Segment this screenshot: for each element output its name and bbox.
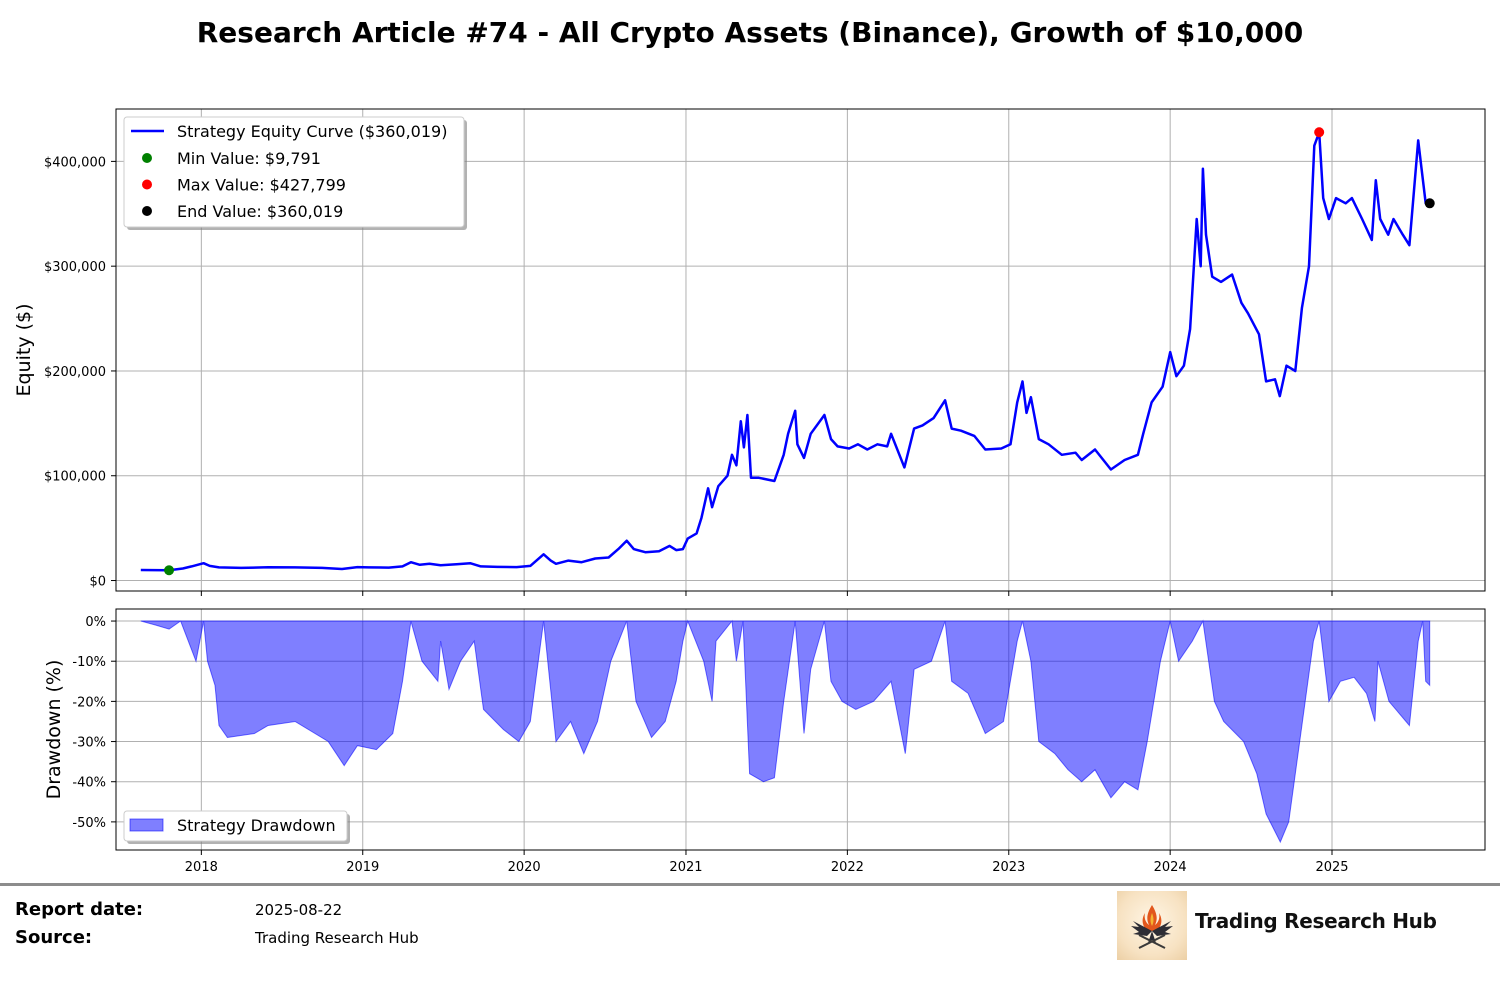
x-tick-label: 2021 <box>669 860 702 875</box>
y-tick-label: $0 <box>89 575 106 590</box>
x-tick-label: 2025 <box>1315 860 1348 875</box>
legend-marker-label: Max Value: $427,799 <box>177 176 346 195</box>
y-tick-label: $400,000 <box>44 155 106 170</box>
marker-point <box>1314 127 1325 138</box>
marker-point <box>1424 198 1435 209</box>
x-tick-label: 2024 <box>1154 860 1187 875</box>
legend-drawdown-label: Strategy Drawdown <box>177 816 336 835</box>
report-date-label: Report date: <box>15 899 144 920</box>
y-tick-label: -10% <box>72 655 106 670</box>
drawdown-area <box>140 619 1431 844</box>
x-tick-label: 2023 <box>992 860 1025 875</box>
y-tick-label: 0% <box>85 615 106 630</box>
report-date-value: 2025-08-22 <box>255 901 343 919</box>
equity-legend: Strategy Equity Curve ($360,019) Min Valu… <box>123 116 467 230</box>
y-axis-label: Equity ($) <box>13 303 35 396</box>
y-axis-label: Drawdown (%) <box>43 660 65 800</box>
x-tick-label: 2019 <box>346 860 379 875</box>
legend-box <box>123 810 348 842</box>
x-tick-label: 2022 <box>831 860 864 875</box>
equity-panel: $0 $100,000 $200,000 $300,000 $400,000 Equity… <box>13 108 1486 596</box>
y-tick-label: -40% <box>72 776 106 791</box>
legend-box <box>123 116 465 228</box>
legend-marker-swatch <box>142 206 152 216</box>
legend-marker-label: Min Value: $9,791 <box>177 149 321 168</box>
source-label: Source: <box>15 927 93 948</box>
drawdown-panel: 2018 2019 2020 2021 2022 2023 2024 2025 0% -10% -2… <box>43 608 1486 875</box>
y-tick-label: $200,000 <box>44 365 106 380</box>
legend-equity-label: Strategy Equity Curve ($360,019) <box>177 122 447 141</box>
y-tick-label: $100,000 <box>44 470 106 485</box>
brand-name: Trading Research Hub <box>1195 909 1437 933</box>
legend-marker-swatch <box>142 153 152 163</box>
drawdown-axes-frame <box>115 608 1486 851</box>
equity-axes-frame <box>115 108 1486 592</box>
chart-title: Research Article #74 - All Crypto Assets… <box>197 16 1303 49</box>
x-tick-label: 2020 <box>508 860 541 875</box>
marker-point <box>164 565 175 576</box>
source-value: Trading Research Hub <box>255 929 419 947</box>
y-tick-label: $300,000 <box>44 260 106 275</box>
x-tick-label: 2018 <box>185 860 218 875</box>
y-tick-label: -50% <box>72 816 106 831</box>
equity-line <box>140 131 1430 572</box>
y-tick-label: -20% <box>72 695 106 710</box>
y-tick-label: -30% <box>72 736 106 751</box>
footer-divider <box>0 883 1500 886</box>
legend-marker-swatch <box>142 179 152 190</box>
legend-marker-label: End Value: $360,019 <box>177 202 343 221</box>
drawdown-legend: Strategy Drawdown <box>123 810 350 844</box>
legend-area-swatch <box>129 818 164 832</box>
phoenix-logo-icon <box>1117 891 1187 960</box>
